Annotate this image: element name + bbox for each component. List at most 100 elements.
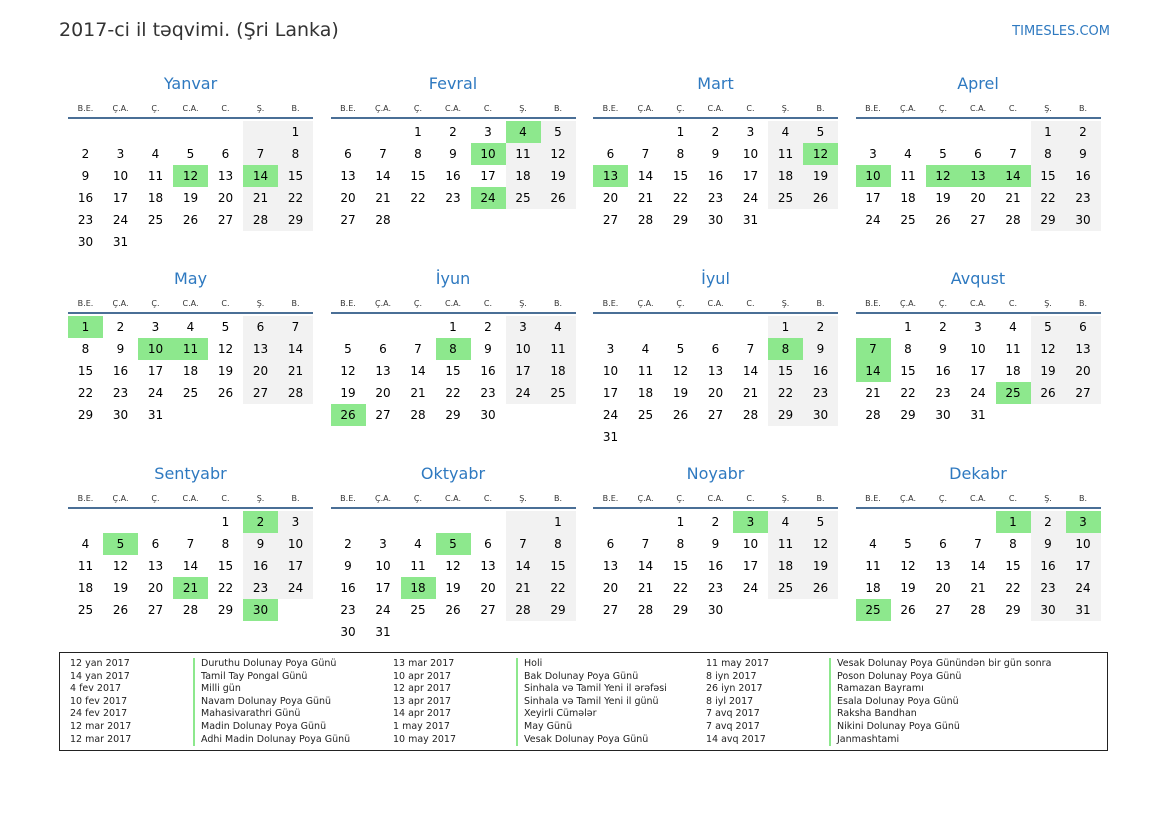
weekday-header: Ç. xyxy=(413,104,423,113)
day-cell: 24 xyxy=(147,386,164,400)
day-cell: 4 xyxy=(641,342,650,356)
weekday-header: C.A. xyxy=(182,299,199,308)
holiday-date: 11 may 2017 xyxy=(706,658,770,669)
month-name: Mart xyxy=(697,74,734,93)
holiday-date: 12 mar 2017 xyxy=(70,733,132,745)
day-cell: 25 xyxy=(77,603,94,617)
day-cell: 2 xyxy=(1065,121,1101,143)
holiday-name: Duruthu Dolunay Poya Günü xyxy=(193,658,336,671)
day-cell: 22 xyxy=(410,191,426,205)
day-cell: 21 xyxy=(243,187,278,209)
day-cell: 10 xyxy=(602,364,619,378)
holiday-cell: 26 xyxy=(330,404,366,426)
holiday-date: 12 apr 2017 xyxy=(393,683,452,695)
weekday-header: Ç.A. xyxy=(374,104,391,113)
day-cell: 28 xyxy=(375,213,391,227)
day-cell: 11 xyxy=(77,559,94,573)
holiday-cell: 12 xyxy=(925,165,961,187)
month-name: Dekabr xyxy=(949,464,1007,483)
weekday-header: Ç.A. xyxy=(637,299,654,308)
day-cell: 10 xyxy=(742,147,759,161)
day-cell: 4 xyxy=(414,537,422,551)
site-link[interactable]: TIMESLES.COM xyxy=(1012,24,1110,39)
day-cell: 27 xyxy=(707,408,724,422)
holiday-cell: 5 xyxy=(435,533,471,555)
day-cell: 9 xyxy=(939,342,947,356)
day-cell: 11 xyxy=(768,143,803,165)
weekday-header: B. xyxy=(291,494,300,503)
day-cell: 28 xyxy=(1005,213,1021,227)
weekday-header: Ş. xyxy=(781,299,790,308)
day-cell: 8 xyxy=(1009,537,1017,551)
day-cell: 7 xyxy=(186,537,195,551)
day-cell: 6 xyxy=(344,147,352,161)
day-cell: 22 xyxy=(278,187,313,209)
day-cell: 6 xyxy=(939,537,947,551)
day-cell: 17 xyxy=(602,386,619,400)
holiday-date: 10 fev 2017 xyxy=(70,695,128,707)
weekday-header: Ş. xyxy=(519,494,527,503)
day-cell: 1 xyxy=(1030,121,1066,143)
day-cell: 15 xyxy=(1005,559,1021,573)
day-cell: 18 xyxy=(865,581,881,595)
day-cell: 6 xyxy=(606,537,615,551)
day-cell: 2 xyxy=(711,515,720,529)
day-cell: 11 xyxy=(410,559,426,573)
day-cell: 24 xyxy=(602,408,619,422)
holiday-date: 7 avq 2017 xyxy=(706,708,760,720)
day-cell: 15 xyxy=(672,559,689,573)
holiday-name: Navam Dolunay Poya Günü xyxy=(193,695,331,709)
day-cell: 2 xyxy=(484,320,492,334)
holiday-date: 12 yan 2017 xyxy=(70,658,130,669)
weekday-header: C.A. xyxy=(707,494,724,503)
holiday-name: Tamil Tay Pongal Günü xyxy=(193,670,307,684)
day-cell: 26 xyxy=(540,187,576,209)
day-cell: 5 xyxy=(186,147,195,161)
holiday-date: 4 fev 2017 xyxy=(70,683,122,695)
month-6: İyul B.E. Ç.A. Ç. C.A. C. Ş. B. 1 2 3 4 5 6 7 8 9 10 11 12 1… xyxy=(593,269,838,454)
weekday-header: Ç.A. xyxy=(112,299,129,308)
day-cell: 12 xyxy=(112,559,129,573)
month-0: Yanvar B.E. Ç.A. Ç. C.A. C. Ş. B. 1 2 3 4 5 6 7 8 9 10 11 1… xyxy=(68,74,313,259)
day-cell: 20 xyxy=(1065,360,1101,382)
day-cell: 20 xyxy=(480,581,496,595)
day-cell: 30 xyxy=(340,625,356,639)
day-cell: 27 xyxy=(970,213,986,227)
day-cell: 9 xyxy=(711,537,720,551)
weekday-header: B.E. xyxy=(602,104,619,113)
day-cell: 20 xyxy=(243,360,278,382)
day-cell: 11 xyxy=(768,533,803,555)
day-cell: 17 xyxy=(505,360,541,382)
day-cell: 21 xyxy=(970,581,986,595)
day-cell: 13 xyxy=(217,169,234,183)
day-cell: 31 xyxy=(742,213,759,227)
day-cell: 2 xyxy=(116,320,125,334)
day-cell: 14 xyxy=(375,169,391,183)
day-cell: 10 xyxy=(1065,533,1101,555)
header-divider xyxy=(330,312,576,314)
weekday-header: Ş. xyxy=(781,104,790,113)
holiday-name: Esala Dolunay Poya Günü xyxy=(829,695,959,709)
weekday-header: Ç.A. xyxy=(112,104,129,113)
day-cell: 2 xyxy=(803,316,838,338)
day-cell: 12 xyxy=(217,342,234,356)
holiday-name: Janmashtami xyxy=(829,733,899,747)
day-cell: 24 xyxy=(742,581,759,595)
day-cell: 23 xyxy=(1065,187,1101,209)
day-cell: 18 xyxy=(77,581,94,595)
day-cell: 1 xyxy=(540,511,576,533)
day-cell: 4 xyxy=(540,316,576,338)
holiday-date: 14 yan 2017 xyxy=(70,670,130,682)
day-cell: 30 xyxy=(935,408,951,422)
day-cell: 30 xyxy=(1030,599,1066,621)
day-cell: 16 xyxy=(707,169,724,183)
day-cell: 3 xyxy=(869,147,877,161)
day-cell: 17 xyxy=(375,581,391,595)
weekday-header: Ç. xyxy=(151,104,160,113)
day-cell: 31 xyxy=(375,625,391,639)
holiday-cell: 5 xyxy=(103,533,138,555)
month-name: Oktyabr xyxy=(420,464,486,483)
day-cell: 5 xyxy=(939,147,947,161)
day-cell: 27 xyxy=(602,603,619,617)
holiday-name: Milli gün xyxy=(193,683,241,696)
